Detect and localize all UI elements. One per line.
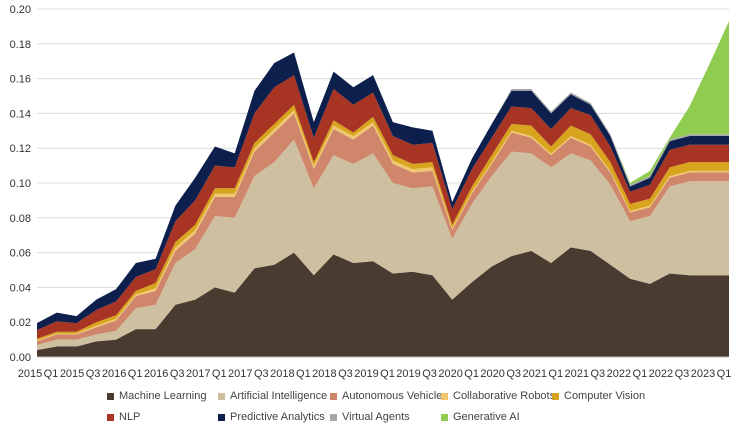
legend-swatch	[218, 413, 225, 421]
legend-label: Collaborative Robots	[453, 390, 556, 402]
legend-swatch	[330, 392, 337, 400]
y-tick-label: 0.14	[10, 108, 31, 120]
x-tick-label: Q3	[338, 368, 353, 380]
x-tick-label: Q1	[464, 368, 479, 380]
x-tick-label: Q3	[675, 368, 690, 380]
legend-swatch	[107, 392, 114, 400]
y-tick-label: 0.08	[10, 213, 31, 225]
legend-label: Predictive Analytics	[230, 411, 325, 423]
x-tick-label: 2019	[396, 368, 420, 380]
x-tick-label: Q1	[212, 368, 227, 380]
legend-item: Artificial Intelligence	[218, 390, 327, 402]
x-tick-label: Q3	[86, 368, 101, 380]
legend-item: Predictive Analytics	[218, 411, 325, 423]
x-tick-label: 2018	[270, 368, 294, 380]
series-area-machine-learning	[37, 247, 729, 357]
area-series	[37, 21, 729, 357]
y-tick-label: 0.20	[10, 4, 31, 16]
x-tick-label: Q1	[717, 368, 732, 380]
x-tick-label: Q3	[506, 368, 521, 380]
legend-label: Virtual Agents	[342, 411, 410, 423]
series-area-predictive-analytics	[37, 52, 729, 331]
legend-label: NLP	[119, 411, 141, 423]
x-tick-label: 2016	[144, 368, 168, 380]
legend-item: Collaborative Robots	[441, 390, 555, 402]
x-tick-label: Q1	[296, 368, 311, 380]
x-tick-label: Q3	[254, 368, 269, 380]
legend-item: Virtual Agents	[330, 411, 410, 423]
legend-swatch	[441, 392, 448, 400]
legend-item: Computer Vision	[552, 390, 645, 402]
legend-label: Artificial Intelligence	[230, 390, 328, 402]
legend: Machine Learning Artificial Intelligence A…	[0, 388, 740, 430]
x-tick-label: Q3	[590, 368, 605, 380]
y-tick-label: 0.00	[10, 352, 31, 364]
x-tick-label: 2020	[480, 368, 504, 380]
legend-item: Autonomous Vehicle	[330, 390, 442, 402]
legend-label: Generative AI	[453, 411, 520, 423]
y-tick-label: 0.16	[10, 74, 31, 86]
legend-swatch	[441, 413, 448, 421]
x-tick-label: 2023	[691, 368, 715, 380]
x-tick-label: 2020	[438, 368, 462, 380]
legend-item: Machine Learning	[107, 390, 206, 402]
y-tick-label: 0.02	[10, 317, 31, 329]
x-tick-label: Q1	[548, 368, 563, 380]
y-tick-label: 0.06	[10, 248, 31, 260]
legend-label: Autonomous Vehicle	[342, 390, 443, 402]
legend-swatch	[218, 392, 225, 400]
x-tick-label: 2017	[186, 368, 210, 380]
legend-swatch	[330, 413, 337, 421]
series-area-artificial-intelligence	[37, 139, 729, 351]
legend-item: NLP	[107, 411, 140, 423]
x-tick-label: Q3	[422, 368, 437, 380]
y-tick-label: 0.18	[10, 39, 31, 51]
legend-item: Generative AI	[441, 411, 520, 423]
x-tick-label: 2015	[18, 368, 42, 380]
x-tick-label: 2015	[60, 368, 84, 380]
x-tick-label: Q1	[44, 368, 59, 380]
legend-swatch	[552, 392, 559, 400]
x-tick-label: 2022	[607, 368, 631, 380]
x-tick-label: Q1	[380, 368, 395, 380]
y-tick-label: 0.04	[10, 282, 31, 294]
x-tick-label: 2022	[649, 368, 673, 380]
x-tick-label: Q3	[170, 368, 185, 380]
y-tick-label: 0.10	[10, 178, 31, 190]
x-tick-label: 2021	[522, 368, 546, 380]
x-tick-label: Q1	[128, 368, 143, 380]
series-area-autonomous-vehicle	[37, 113, 729, 345]
x-tick-label: 2017	[228, 368, 252, 380]
x-tick-label: 2016	[102, 368, 126, 380]
y-axis: 0.00 0.02 0.04 0.06 0.08 0.10 0.12 0.14 0.16 0.18…	[10, 4, 31, 364]
x-tick-label: 2021	[565, 368, 589, 380]
legend-swatch	[107, 413, 114, 421]
x-tick-label: 2018	[312, 368, 336, 380]
legend-label: Computer Vision	[564, 390, 646, 402]
series-area-nlp	[37, 75, 729, 339]
x-tick-label: Q1	[633, 368, 648, 380]
x-axis: 2015 Q1 2015 Q3 2016 Q1 2016 Q3 2017 Q1 2017 Q3 2018…	[18, 356, 732, 380]
legend-label: Machine Learning	[119, 390, 207, 402]
y-tick-label: 0.12	[10, 143, 31, 155]
stacked-area-chart: 0.00 0.02 0.04 0.06 0.08 0.10 0.12 0.14 0.16 0.18…	[10, 4, 732, 380]
x-tick-label: 2019	[354, 368, 378, 380]
